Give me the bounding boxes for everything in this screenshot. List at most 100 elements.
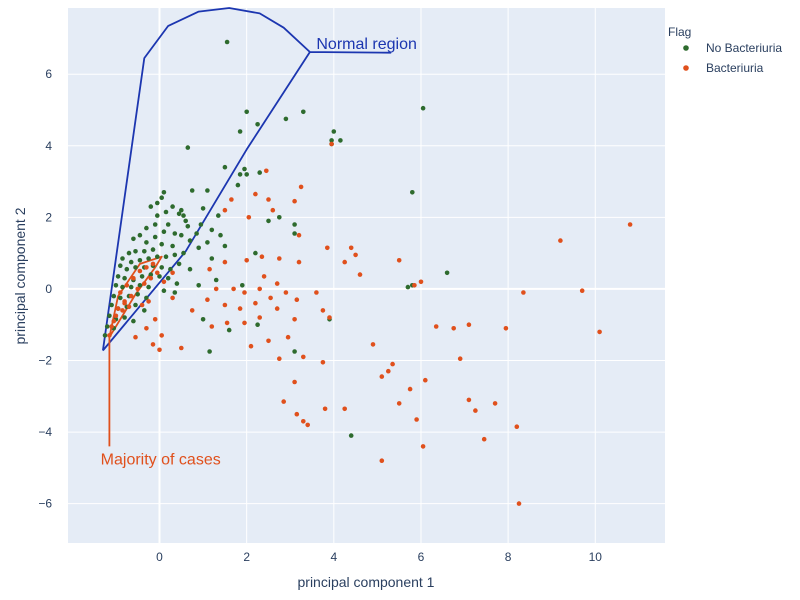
point-no-bacteriuria[interactable]: [405, 284, 411, 290]
point-bacteriuria[interactable]: [109, 324, 114, 329]
point-no-bacteriuria[interactable]: [420, 105, 426, 111]
point-no-bacteriuria[interactable]: [338, 138, 343, 143]
point-no-bacteriuria[interactable]: [135, 292, 140, 297]
point-bacteriuria[interactable]: [155, 270, 160, 276]
point-bacteriuria[interactable]: [314, 290, 319, 295]
point-no-bacteriuria[interactable]: [331, 129, 337, 134]
point-bacteriuria[interactable]: [348, 245, 354, 251]
point-bacteriuria[interactable]: [264, 168, 269, 174]
point-bacteriuria[interactable]: [320, 308, 326, 313]
point-bacteriuria[interactable]: [246, 215, 252, 220]
point-bacteriuria[interactable]: [115, 306, 121, 311]
point-no-bacteriuria[interactable]: [142, 308, 147, 313]
point-bacteriuria[interactable]: [481, 436, 487, 442]
point-bacteriuria[interactable]: [170, 270, 175, 276]
point-no-bacteriuria[interactable]: [133, 249, 138, 254]
point-no-bacteriuria[interactable]: [266, 218, 271, 224]
point-no-bacteriuria[interactable]: [176, 211, 182, 217]
point-bacteriuria[interactable]: [516, 501, 522, 506]
point-bacteriuria[interactable]: [423, 377, 428, 383]
legend-item-bacteriuria[interactable]: Bacteriuria: [683, 61, 764, 75]
point-no-bacteriuria[interactable]: [205, 240, 210, 245]
point-bacteriuria[interactable]: [146, 299, 151, 304]
point-no-bacteriuria[interactable]: [126, 250, 132, 256]
point-no-bacteriuria[interactable]: [292, 349, 297, 354]
point-no-bacteriuria[interactable]: [109, 302, 114, 308]
point-bacteriuria[interactable]: [277, 356, 282, 362]
point-bacteriuria[interactable]: [329, 141, 334, 147]
point-no-bacteriuria[interactable]: [150, 247, 156, 252]
point-no-bacteriuria[interactable]: [131, 236, 136, 242]
point-no-bacteriuria[interactable]: [209, 227, 215, 233]
point-bacteriuria[interactable]: [268, 295, 273, 301]
point-no-bacteriuria[interactable]: [122, 315, 127, 320]
point-bacteriuria[interactable]: [301, 354, 306, 360]
point-bacteriuria[interactable]: [222, 259, 228, 265]
point-bacteriuria[interactable]: [159, 333, 164, 338]
point-bacteriuria[interactable]: [205, 297, 210, 303]
point-no-bacteriuria[interactable]: [200, 206, 206, 211]
point-bacteriuria[interactable]: [259, 254, 265, 259]
point-no-bacteriuria[interactable]: [111, 293, 117, 299]
point-no-bacteriuria[interactable]: [172, 252, 178, 258]
point-no-bacteriuria[interactable]: [133, 302, 138, 308]
point-bacteriuria[interactable]: [342, 406, 348, 412]
point-bacteriuria[interactable]: [107, 333, 112, 338]
point-no-bacteriuria[interactable]: [159, 195, 164, 200]
point-no-bacteriuria[interactable]: [205, 188, 210, 193]
point-bacteriuria[interactable]: [292, 198, 297, 204]
point-no-bacteriuria[interactable]: [148, 204, 154, 209]
point-bacteriuria[interactable]: [396, 401, 402, 406]
point-bacteriuria[interactable]: [150, 342, 156, 347]
point-no-bacteriuria[interactable]: [163, 209, 169, 215]
point-no-bacteriuria[interactable]: [128, 259, 134, 265]
point-bacteriuria[interactable]: [466, 397, 472, 403]
point-no-bacteriuria[interactable]: [120, 284, 125, 290]
point-bacteriuria[interactable]: [327, 315, 332, 320]
point-no-bacteriuria[interactable]: [104, 324, 110, 329]
point-bacteriuria[interactable]: [118, 290, 123, 295]
point-bacteriuria[interactable]: [627, 222, 633, 227]
point-no-bacteriuria[interactable]: [165, 275, 171, 281]
point-bacteriuria[interactable]: [296, 232, 302, 238]
point-no-bacteriuria[interactable]: [207, 349, 212, 354]
point-no-bacteriuria[interactable]: [102, 333, 108, 338]
point-no-bacteriuria[interactable]: [172, 290, 178, 295]
point-no-bacteriuria[interactable]: [133, 265, 138, 270]
point-no-bacteriuria[interactable]: [292, 222, 297, 227]
point-no-bacteriuria[interactable]: [155, 213, 160, 218]
point-bacteriuria[interactable]: [418, 279, 424, 285]
point-no-bacteriuria[interactable]: [242, 166, 247, 172]
point-no-bacteriuria[interactable]: [183, 218, 188, 224]
point-bacteriuria[interactable]: [213, 286, 219, 292]
point-bacteriuria[interactable]: [277, 256, 282, 261]
point-no-bacteriuria[interactable]: [168, 266, 173, 272]
point-bacteriuria[interactable]: [274, 281, 280, 286]
point-bacteriuria[interactable]: [433, 324, 439, 329]
point-no-bacteriuria[interactable]: [159, 265, 164, 270]
point-bacteriuria[interactable]: [135, 286, 140, 292]
point-no-bacteriuria[interactable]: [218, 232, 223, 238]
point-bacteriuria[interactable]: [150, 261, 156, 267]
point-bacteriuria[interactable]: [144, 326, 149, 331]
point-no-bacteriuria[interactable]: [137, 283, 143, 288]
point-bacteriuria[interactable]: [396, 258, 402, 263]
point-no-bacteriuria[interactable]: [255, 322, 260, 328]
point-bacteriuria[interactable]: [244, 258, 249, 263]
point-no-bacteriuria[interactable]: [137, 232, 143, 238]
point-no-bacteriuria[interactable]: [118, 263, 123, 269]
point-bacteriuria[interactable]: [298, 184, 304, 190]
point-bacteriuria[interactable]: [152, 317, 158, 322]
point-bacteriuria[interactable]: [266, 197, 271, 202]
point-bacteriuria[interactable]: [120, 308, 125, 313]
point-bacteriuria[interactable]: [579, 288, 585, 294]
point-no-bacteriuria[interactable]: [144, 225, 149, 231]
point-bacteriuria[interactable]: [242, 290, 247, 295]
point-no-bacteriuria[interactable]: [244, 109, 249, 115]
point-bacteriuria[interactable]: [179, 345, 184, 351]
point-no-bacteriuria[interactable]: [161, 229, 167, 234]
point-no-bacteriuria[interactable]: [128, 284, 134, 290]
point-no-bacteriuria[interactable]: [181, 250, 186, 256]
point-bacteriuria[interactable]: [407, 386, 413, 392]
point-no-bacteriuria[interactable]: [185, 145, 191, 150]
